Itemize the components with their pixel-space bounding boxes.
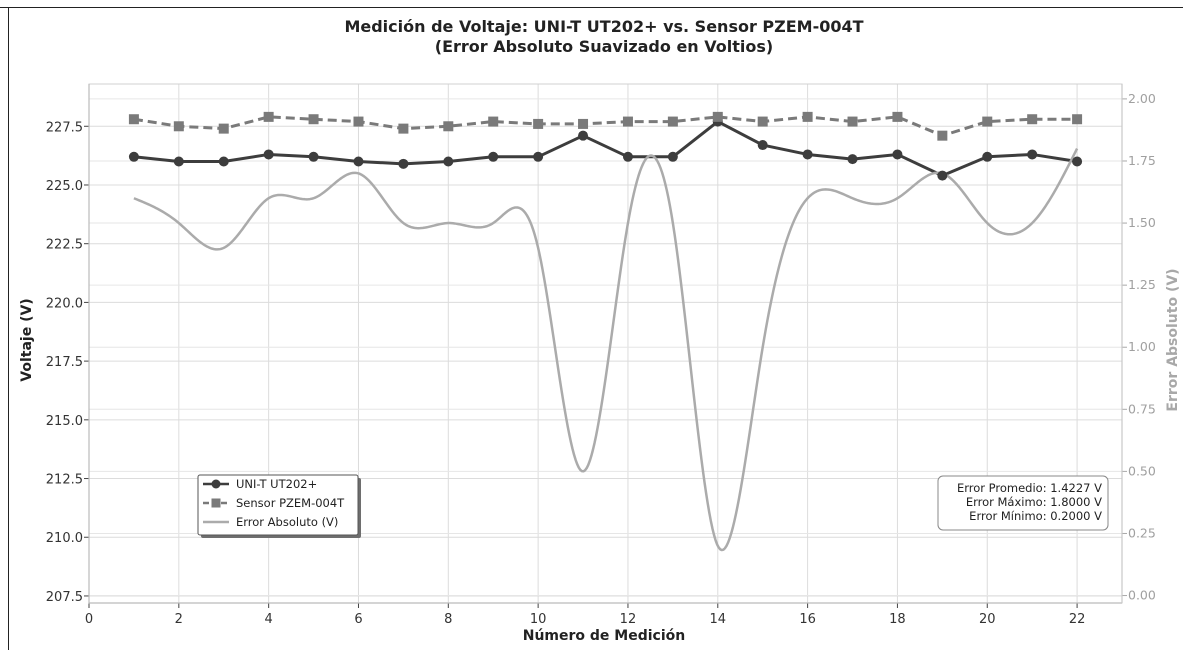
x-tick-label: 0 bbox=[85, 612, 93, 627]
data-point-pzem bbox=[308, 114, 319, 125]
data-point-unit bbox=[982, 151, 993, 162]
data-point-unit bbox=[308, 151, 319, 162]
legend-swatch-unit-marker bbox=[211, 479, 221, 489]
y2-tick-label: 1.50 bbox=[1128, 215, 1156, 230]
y-tick-label: 227.5 bbox=[46, 120, 83, 135]
data-point-pzem bbox=[443, 121, 454, 132]
x-tick-label: 4 bbox=[265, 612, 273, 627]
data-point-pzem bbox=[847, 116, 858, 127]
data-point-pzem bbox=[533, 118, 544, 129]
y2-tick-label: 1.25 bbox=[1128, 277, 1156, 292]
y2-axis-label: Error Absoluto (V) bbox=[1165, 268, 1181, 411]
data-point-unit bbox=[937, 170, 948, 181]
data-point-pzem bbox=[1072, 114, 1083, 125]
series-line-error bbox=[133, 147, 1079, 552]
data-point-unit bbox=[218, 156, 229, 167]
y-axis-label: Voltaje (V) bbox=[19, 298, 35, 381]
y-tick-label: 225.0 bbox=[46, 179, 83, 194]
y2-tick-label: 0.25 bbox=[1128, 525, 1156, 540]
stats-line-max: Error Máximo: 1.8000 V bbox=[966, 495, 1102, 509]
data-point-unit bbox=[1072, 156, 1083, 167]
y-tick-label: 207.5 bbox=[46, 590, 83, 605]
x-tick-label: 14 bbox=[710, 612, 727, 627]
y2-tick-label: 0.50 bbox=[1128, 463, 1156, 478]
x-tick-label: 2 bbox=[175, 612, 183, 627]
y-tick-label: 220.0 bbox=[46, 296, 83, 311]
data-point-pzem bbox=[353, 116, 364, 127]
stats-line-min: Error Mínimo: 0.2000 V bbox=[969, 509, 1102, 523]
stats-box: Error Promedio: 1.4227 V Error Máximo: 1… bbox=[937, 475, 1109, 531]
series-markers bbox=[128, 111, 1083, 181]
x-tick-label: 12 bbox=[620, 612, 637, 627]
data-point-unit bbox=[533, 151, 544, 162]
data-point-unit bbox=[578, 130, 589, 141]
legend-label-unit: UNI-T UT202+ bbox=[236, 477, 317, 491]
data-point-pzem bbox=[263, 111, 274, 122]
data-point-pzem bbox=[937, 130, 948, 141]
data-point-pzem bbox=[622, 116, 633, 127]
chart-title: Medición de Voltaje: UNI-T UT202+ vs. Se… bbox=[344, 17, 863, 36]
data-point-unit bbox=[1027, 149, 1038, 160]
data-point-pzem bbox=[982, 116, 993, 127]
data-point-pzem bbox=[892, 111, 903, 122]
data-point-unit bbox=[667, 151, 678, 162]
data-point-unit bbox=[398, 158, 409, 169]
data-point-pzem bbox=[128, 114, 139, 125]
data-point-unit bbox=[892, 149, 903, 160]
y-tick-label: 212.5 bbox=[46, 473, 83, 488]
data-point-unit bbox=[128, 151, 139, 162]
data-point-unit bbox=[173, 156, 184, 167]
data-point-unit bbox=[757, 140, 768, 151]
legend: UNI-T UT202+ Sensor PZEM-004T Error Abso… bbox=[197, 474, 361, 538]
y2-tick-label: 1.00 bbox=[1128, 339, 1156, 354]
legend-label-error: Error Absoluto (V) bbox=[236, 515, 338, 529]
data-point-pzem bbox=[578, 118, 589, 129]
series-line-unit bbox=[133, 120, 1078, 178]
data-point-unit bbox=[263, 149, 274, 160]
y2-tick-label: 2.00 bbox=[1128, 91, 1156, 106]
y2-tick-label: 1.75 bbox=[1128, 153, 1156, 168]
chart-subtitle: (Error Absoluto Suavizado en Voltios) bbox=[435, 37, 773, 56]
y-tick-label: 217.5 bbox=[46, 355, 83, 370]
data-point-unit bbox=[802, 149, 813, 160]
y2-tick-label: 0.75 bbox=[1128, 401, 1156, 416]
tick-labels: 0 2 4 6 8 10 12 14 16 18 20 22 207.5 210.0 212.5 215.0 2… bbox=[46, 91, 1156, 627]
data-point-unit bbox=[622, 151, 633, 162]
x-tick-label: 20 bbox=[979, 612, 996, 627]
data-point-pzem bbox=[398, 123, 409, 134]
x-tick-label: 18 bbox=[889, 612, 906, 627]
data-point-pzem bbox=[488, 116, 499, 127]
data-point-unit bbox=[488, 151, 499, 162]
stats-line-mean: Error Promedio: 1.4227 V bbox=[957, 481, 1102, 495]
data-point-pzem bbox=[218, 123, 229, 134]
legend-label-pzem: Sensor PZEM-004T bbox=[236, 496, 345, 510]
data-point-pzem bbox=[667, 116, 678, 127]
stats-box-frame bbox=[937, 475, 1109, 531]
x-tick-label: 8 bbox=[444, 612, 452, 627]
legend-box bbox=[197, 474, 359, 536]
x-tick-label: 22 bbox=[1069, 612, 1086, 627]
y-tick-label: 210.0 bbox=[46, 531, 83, 546]
data-point-pzem bbox=[802, 111, 813, 122]
y-tick-label: 222.5 bbox=[46, 238, 83, 253]
legend-swatch-pzem-marker bbox=[211, 498, 221, 508]
y-tick-label: 215.0 bbox=[46, 414, 83, 429]
data-point-unit bbox=[353, 156, 364, 167]
data-point-pzem bbox=[757, 116, 768, 127]
series-lines bbox=[133, 115, 1079, 552]
data-point-pzem bbox=[712, 111, 723, 122]
data-point-pzem bbox=[173, 121, 184, 132]
x-tick-label: 10 bbox=[530, 612, 547, 627]
y2-tick-label: 0.00 bbox=[1128, 588, 1156, 603]
axes bbox=[84, 83, 1127, 608]
x-axis-label: Número de Medición bbox=[523, 628, 685, 644]
x-tick-label: 6 bbox=[354, 612, 362, 627]
data-point-unit bbox=[443, 156, 454, 167]
data-point-pzem bbox=[1027, 114, 1038, 125]
x-tick-label: 16 bbox=[799, 612, 816, 627]
series-line-pzem bbox=[133, 115, 1078, 138]
data-point-unit bbox=[847, 154, 858, 165]
